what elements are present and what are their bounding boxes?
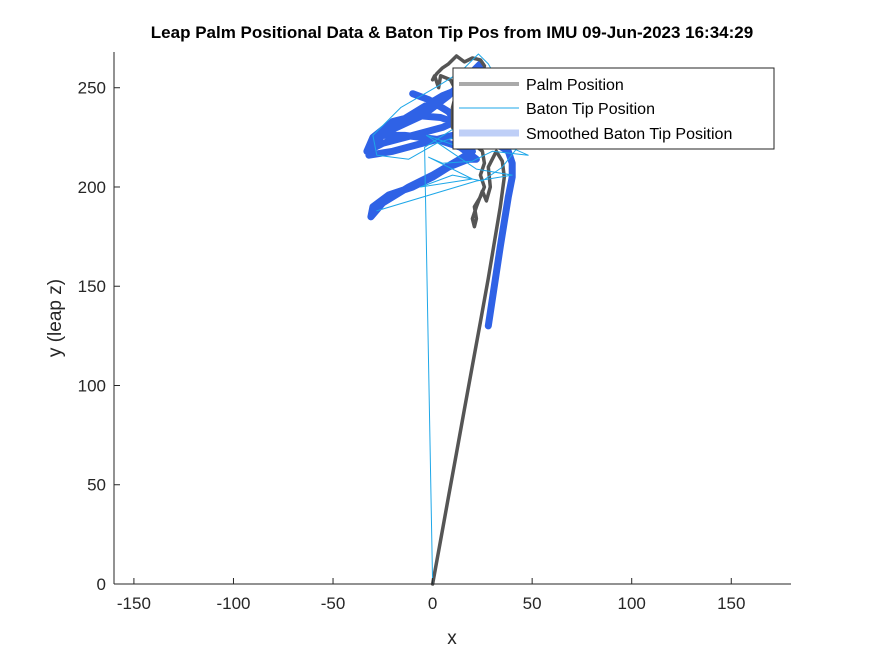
palm-position-line xyxy=(430,54,507,586)
legend: Palm Position Baton Tip Position Smoothe… xyxy=(452,67,775,150)
chart-title: Leap Palm Positional Data & Baton Tip Po… xyxy=(151,23,753,42)
x-tick-label: 50 xyxy=(523,594,542,613)
y-tick-label: 50 xyxy=(87,476,106,495)
y-tick-label: 0 xyxy=(97,575,106,594)
legend-label-palm: Palm Position xyxy=(526,77,624,94)
y-tick-label: 150 xyxy=(78,277,106,296)
x-tick-label: 100 xyxy=(618,594,646,613)
legend-label-smoothed: Smoothed Baton Tip Position xyxy=(526,126,732,143)
x-tick-label: 0 xyxy=(428,594,437,613)
x-tick-label: -150 xyxy=(117,594,151,613)
y-axis-label: y (leap z) xyxy=(45,279,66,357)
x-tick-label: -100 xyxy=(216,594,250,613)
x-axis-label: x xyxy=(447,628,457,649)
y-tick-label: 100 xyxy=(78,376,106,395)
axes: -150 -100 -50 0 50 100 150 0 50 100 150 200 250 xyxy=(78,52,791,613)
y-tick-label: 250 xyxy=(78,79,106,98)
y-tick-label: 200 xyxy=(78,178,106,197)
legend-label-baton: Baton Tip Position xyxy=(526,101,655,118)
x-tick-label: -50 xyxy=(321,594,346,613)
x-tick-label: 150 xyxy=(717,594,745,613)
